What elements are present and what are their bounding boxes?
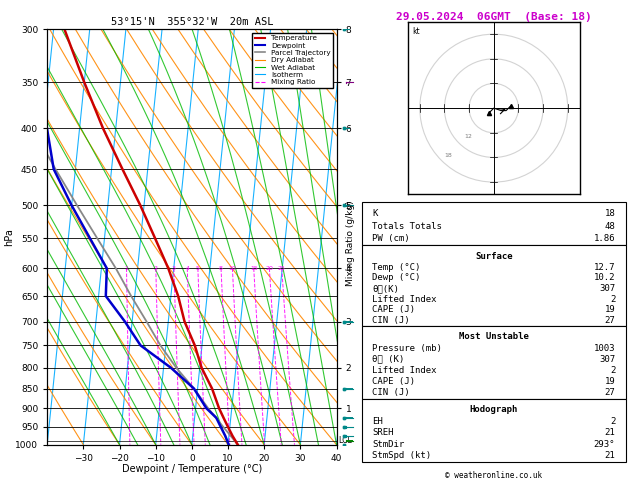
Text: 27: 27 [604, 316, 615, 325]
Text: Pressure (mb): Pressure (mb) [372, 344, 442, 352]
Text: 2: 2 [610, 417, 615, 426]
Text: Dewp (°C): Dewp (°C) [372, 273, 421, 282]
Y-axis label: km
ASL: km ASL [362, 227, 379, 246]
Text: 25: 25 [278, 266, 286, 271]
FancyBboxPatch shape [362, 202, 626, 245]
Text: Most Unstable: Most Unstable [459, 332, 529, 341]
FancyBboxPatch shape [362, 399, 626, 462]
Text: 12: 12 [464, 134, 472, 139]
Text: Surface: Surface [475, 252, 513, 261]
Text: 2: 2 [610, 366, 615, 375]
Text: StmSpd (kt): StmSpd (kt) [372, 451, 431, 460]
Text: θᴇ (K): θᴇ (K) [372, 355, 404, 364]
Text: 1: 1 [125, 266, 128, 271]
Text: Lifted Index: Lifted Index [372, 366, 437, 375]
Text: θᴇ(K): θᴇ(K) [372, 284, 399, 293]
Y-axis label: hPa: hPa [4, 228, 14, 246]
Text: StmDir: StmDir [372, 440, 404, 449]
Text: 18: 18 [604, 209, 615, 218]
Text: 2: 2 [154, 266, 158, 271]
Text: 8: 8 [219, 266, 223, 271]
Text: 3: 3 [172, 266, 176, 271]
Text: 10: 10 [228, 266, 237, 271]
Text: 1.86: 1.86 [594, 234, 615, 243]
Text: CAPE (J): CAPE (J) [372, 305, 415, 314]
Text: 293°: 293° [594, 440, 615, 449]
Text: CAPE (J): CAPE (J) [372, 377, 415, 386]
X-axis label: Dewpoint / Temperature (°C): Dewpoint / Temperature (°C) [122, 464, 262, 474]
Text: 10.2: 10.2 [594, 273, 615, 282]
Text: Totals Totals: Totals Totals [372, 222, 442, 231]
Text: Temp (°C): Temp (°C) [372, 262, 421, 272]
Text: CIN (J): CIN (J) [372, 388, 410, 398]
Text: 20: 20 [265, 266, 274, 271]
Text: 27: 27 [604, 388, 615, 398]
Text: 21: 21 [604, 428, 615, 437]
Text: 4: 4 [186, 266, 189, 271]
Text: 15: 15 [250, 266, 258, 271]
Text: 2: 2 [610, 295, 615, 304]
Text: 5: 5 [196, 266, 200, 271]
Text: kt: kt [413, 27, 420, 36]
Text: 48: 48 [604, 222, 615, 231]
Text: 307: 307 [599, 284, 615, 293]
Text: 29.05.2024  06GMT  (Base: 18): 29.05.2024 06GMT (Base: 18) [396, 12, 592, 22]
Text: 18: 18 [445, 154, 452, 158]
Text: K: K [372, 209, 377, 218]
Text: © weatheronline.co.uk: © weatheronline.co.uk [445, 471, 542, 480]
Text: 21: 21 [604, 451, 615, 460]
Text: CIN (J): CIN (J) [372, 316, 410, 325]
FancyBboxPatch shape [362, 326, 626, 399]
Text: Hodograph: Hodograph [470, 405, 518, 415]
Text: SREH: SREH [372, 428, 394, 437]
Text: 19: 19 [604, 305, 615, 314]
Text: 1003: 1003 [594, 344, 615, 352]
Text: 12.7: 12.7 [594, 262, 615, 272]
Text: Mixing Ratio (g/kg): Mixing Ratio (g/kg) [347, 200, 355, 286]
Text: 307: 307 [599, 355, 615, 364]
Text: LCL: LCL [338, 436, 352, 445]
Text: 19: 19 [604, 377, 615, 386]
Legend: Temperature, Dewpoint, Parcel Trajectory, Dry Adiabat, Wet Adiabat, Isotherm, Mi: Temperature, Dewpoint, Parcel Trajectory… [252, 33, 333, 87]
Text: PW (cm): PW (cm) [372, 234, 410, 243]
Title: 53°15'N  355°32'W  20m ASL: 53°15'N 355°32'W 20m ASL [111, 17, 273, 27]
Text: Lifted Index: Lifted Index [372, 295, 437, 304]
FancyBboxPatch shape [362, 245, 626, 326]
Text: EH: EH [372, 417, 383, 426]
